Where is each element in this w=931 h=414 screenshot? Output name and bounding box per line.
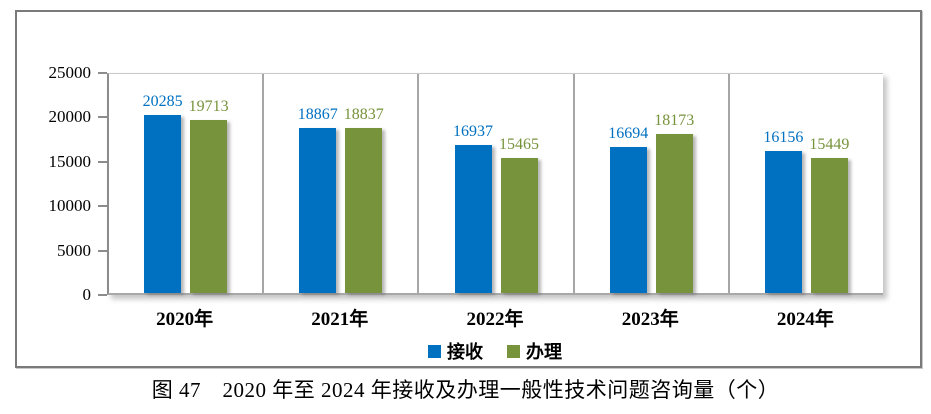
bar-pair: 16156 15449 bbox=[763, 74, 850, 293]
bar-wrapper: 20285 bbox=[142, 74, 183, 293]
bar-value-label: 20285 bbox=[142, 93, 183, 111]
legend-label: 接收 bbox=[447, 342, 483, 362]
x-axis: 2020年 2021年 2022年 2023年 2024年 bbox=[107, 304, 883, 331]
bar-wrapper: 16694 bbox=[608, 74, 649, 293]
bar-接收 bbox=[454, 144, 492, 293]
bar-wrapper: 15449 bbox=[809, 74, 850, 293]
legend-item: 办理 bbox=[507, 338, 562, 364]
legend: 接收 办理 bbox=[107, 338, 883, 364]
bar-接收 bbox=[144, 115, 182, 293]
bar-value-label: 15449 bbox=[809, 135, 850, 153]
category-group: 20285 19713 bbox=[109, 74, 265, 293]
bar-value-label: 18837 bbox=[343, 106, 384, 123]
bar-wrapper: 15465 bbox=[499, 74, 539, 293]
y-axis-tick-label: 15000 bbox=[48, 151, 92, 171]
y-axis-tick-mark bbox=[98, 160, 107, 163]
bar-办理 bbox=[500, 157, 538, 293]
bar-办理 bbox=[190, 120, 228, 293]
x-axis-label: 2022年 bbox=[466, 309, 524, 330]
y-axis-tick-label: 10000 bbox=[48, 196, 92, 216]
plot-area: 20285 19713 18867 18837 16937 15465 16694 18173… bbox=[107, 73, 883, 295]
x-axis-label: 2023年 bbox=[621, 309, 679, 330]
category-group: 16937 15465 bbox=[419, 74, 575, 293]
bar-value-label: 19713 bbox=[188, 98, 229, 116]
chart-body: 0 5000 10000 15000 20000 25000 20285 19713 1886… bbox=[17, 63, 920, 304]
bar-value-label: 18867 bbox=[297, 105, 338, 123]
bar-pair: 16937 15465 bbox=[453, 74, 539, 293]
category-group: 16694 18173 bbox=[575, 74, 730, 293]
bar-value-label: 16937 bbox=[453, 122, 493, 140]
bar-办理 bbox=[345, 128, 383, 293]
x-axis-label: 2021年 bbox=[311, 309, 369, 330]
y-axis-tick-mark bbox=[98, 72, 107, 74]
y-axis-tick-mark bbox=[98, 294, 107, 296]
bar-wrapper: 16937 bbox=[453, 74, 493, 293]
y-axis-tick-label: 5000 bbox=[57, 240, 91, 260]
y-axis-tick-mark bbox=[98, 116, 107, 119]
y-axis-tick-mark bbox=[98, 205, 107, 208]
bar-wrapper: 18837 bbox=[343, 74, 384, 293]
bar-pair: 18867 18837 bbox=[297, 74, 384, 293]
bar-value-label: 16156 bbox=[763, 129, 804, 147]
y-axis: 0 5000 10000 15000 20000 25000 bbox=[17, 63, 107, 304]
bar-wrapper: 16156 bbox=[763, 74, 804, 293]
y-axis-tick-label: 20000 bbox=[48, 107, 92, 127]
figure-caption: 图 47 2020 年至 2024 年接收及办理一般性技术问题咨询量（个） bbox=[151, 378, 780, 402]
bar-pair: 16694 18173 bbox=[608, 74, 695, 293]
bar-value-label: 18173 bbox=[654, 111, 695, 129]
bar-wrapper: 18173 bbox=[654, 74, 695, 293]
category-group: 18867 18837 bbox=[264, 74, 420, 293]
bar-办理 bbox=[655, 133, 693, 293]
legend-item: 接收 bbox=[428, 338, 483, 364]
bar-wrapper: 19713 bbox=[188, 74, 229, 293]
legend-swatch-办理 bbox=[507, 344, 520, 358]
category-group: 16156 15449 bbox=[730, 74, 883, 293]
bar-value-label: 16694 bbox=[608, 124, 649, 142]
bar-pair: 20285 19713 bbox=[142, 74, 229, 293]
bar-value-label: 15465 bbox=[499, 135, 539, 153]
y-axis-tick-label: 25000 bbox=[48, 63, 92, 82]
y-axis-tick-mark bbox=[98, 249, 107, 252]
chart-figure: 0 5000 10000 15000 20000 25000 20285 19713 1886… bbox=[15, 10, 922, 368]
legend-label: 办理 bbox=[526, 342, 562, 362]
bar-接收 bbox=[609, 146, 647, 293]
bar-办理 bbox=[810, 157, 848, 293]
bar-接收 bbox=[764, 151, 802, 293]
legend-swatch-接收 bbox=[428, 344, 441, 358]
bar-接收 bbox=[299, 127, 337, 293]
bar-wrapper: 18867 bbox=[297, 74, 338, 293]
x-axis-label: 2020年 bbox=[156, 309, 214, 330]
y-axis-tick-label: 0 bbox=[82, 285, 92, 304]
x-axis-label: 2024年 bbox=[776, 309, 834, 330]
